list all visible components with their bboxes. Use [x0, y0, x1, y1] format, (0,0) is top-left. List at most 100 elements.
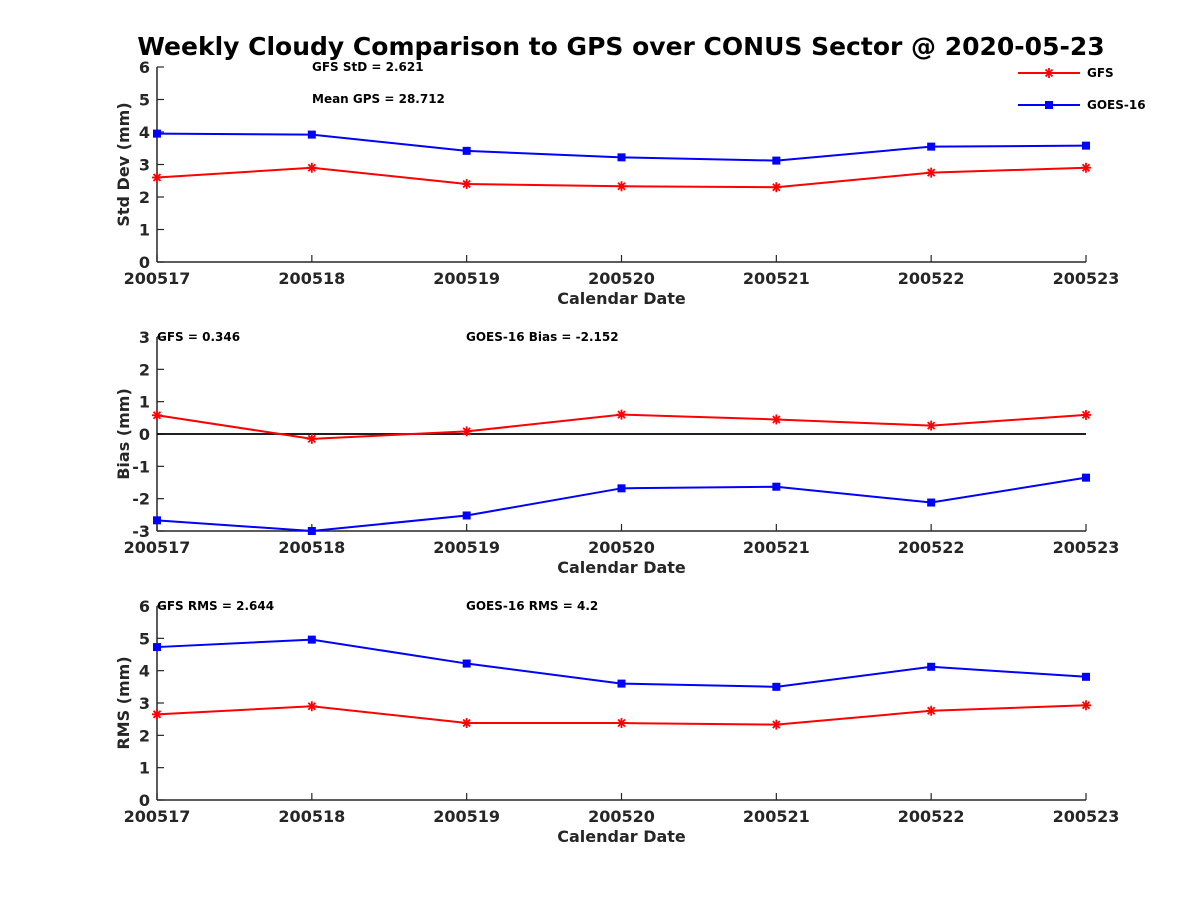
legend-marker-goes16	[1045, 101, 1053, 109]
x-tick-label: 200522	[898, 538, 965, 557]
x-tick-label: 200522	[898, 269, 965, 288]
data-point	[617, 153, 626, 162]
x-tick-label: 200518	[278, 269, 345, 288]
data-point	[306, 162, 317, 173]
x-axis-label: Calendar Date	[557, 289, 686, 308]
y-tick-label: 0	[139, 253, 150, 272]
data-point	[771, 182, 782, 193]
data-point	[1082, 141, 1090, 150]
y-tick-label: 6	[139, 58, 150, 77]
data-point	[616, 409, 627, 420]
data-point	[617, 679, 626, 688]
y-tick-label: -3	[132, 522, 150, 541]
y-tick-label: -2	[132, 490, 150, 509]
legend: GFS GOES-16	[1018, 66, 1146, 112]
panel-2: -3 -2 -1 0 1 2 3 200517 200518 200519 200520 200521…	[114, 328, 1119, 577]
data-point	[306, 433, 317, 444]
x-tick-label: 200523	[1053, 807, 1120, 826]
data-point	[462, 511, 471, 520]
legend-label-gfs: GFS	[1087, 66, 1114, 80]
data-point	[1081, 700, 1091, 711]
data-point	[926, 420, 937, 431]
x-axis-label: Calendar Date	[557, 558, 686, 577]
x-tick-label: 200519	[433, 269, 500, 288]
data-point	[462, 146, 471, 155]
stat-annotation: Mean GPS = 28.712	[312, 92, 445, 106]
data-point	[461, 718, 472, 729]
y-tick-label: 2	[139, 726, 150, 745]
x-tick-label: 200518	[278, 538, 345, 557]
series-gfs	[152, 409, 1091, 444]
x-tick-label: 200520	[588, 538, 655, 557]
data-point	[772, 482, 781, 491]
data-point	[927, 662, 936, 671]
y-tick-label: 5	[139, 91, 150, 110]
y-tick-label: 1	[139, 393, 150, 412]
y-tick-label: 2	[139, 360, 150, 379]
figure-title: Weekly Cloudy Comparison to GPS over CON…	[137, 32, 1104, 61]
y-tick-label: 1	[139, 221, 150, 240]
y-tick-label: 0	[139, 425, 150, 444]
stat-annotation: GFS StD = 2.621	[312, 60, 424, 74]
x-tick-label: 200517	[124, 807, 191, 826]
data-point	[1081, 409, 1091, 420]
data-point	[152, 172, 162, 183]
data-point	[927, 142, 936, 151]
data-point	[616, 718, 627, 729]
series-goes16	[153, 129, 1090, 165]
y-tick-label: -1	[132, 457, 150, 476]
data-point	[1082, 473, 1090, 482]
x-tick-label: 200518	[278, 807, 345, 826]
series-gfs	[152, 700, 1091, 730]
data-point	[461, 179, 472, 189]
data-point	[1081, 162, 1091, 173]
x-tick-label: 200523	[1053, 538, 1120, 557]
x-tick-label: 200517	[124, 538, 191, 557]
data-point	[772, 682, 781, 691]
y-tick-label: 3	[139, 694, 150, 713]
data-point	[1082, 672, 1090, 681]
series-goes16	[153, 635, 1090, 691]
data-point	[152, 709, 162, 720]
series-goes16	[153, 473, 1090, 535]
data-point	[617, 484, 626, 493]
legend-marker-gfs	[1044, 68, 1054, 78]
stat-annotation: GOES-16 RMS = 4.2	[466, 599, 598, 613]
x-axis-label: Calendar Date	[557, 827, 686, 846]
legend-item-gfs: GFS	[1018, 66, 1114, 80]
x-tick-label: 200520	[588, 269, 655, 288]
panel-1: 0 1 2 3 4 5 6 200517 200518 200519 200520 200521 200…	[114, 58, 1119, 308]
y-tick-label: 6	[139, 597, 150, 616]
y-tick-label: 3	[139, 328, 150, 347]
y-tick-label: 5	[139, 629, 150, 648]
data-point	[771, 719, 782, 730]
legend-label-goes16: GOES-16	[1087, 98, 1146, 112]
data-point	[307, 635, 316, 644]
data-point	[153, 516, 161, 525]
x-tick-label: 200517	[124, 269, 191, 288]
data-point	[616, 181, 627, 192]
y-axis-label: RMS (mm)	[114, 656, 133, 749]
y-tick-label: 1	[139, 759, 150, 778]
x-tick-label: 200521	[743, 269, 810, 288]
data-point	[926, 705, 937, 716]
y-tick-label: 4	[139, 662, 150, 681]
data-point	[153, 129, 161, 138]
data-point	[153, 643, 161, 652]
y-axis-label: Bias (mm)	[114, 388, 133, 480]
data-point	[926, 167, 937, 178]
y-tick-label: 2	[139, 188, 150, 207]
data-point	[307, 130, 316, 139]
y-tick-label: 0	[139, 791, 150, 810]
x-tick-label: 200519	[433, 807, 500, 826]
stat-annotation: GFS = 0.346	[157, 330, 240, 344]
series-gfs	[152, 162, 1091, 193]
data-point	[462, 659, 471, 668]
data-point	[152, 410, 162, 421]
y-tick-label: 4	[139, 123, 150, 142]
data-point	[771, 414, 782, 425]
legend-item-goes16: GOES-16	[1018, 98, 1146, 112]
x-tick-label: 200520	[588, 807, 655, 826]
